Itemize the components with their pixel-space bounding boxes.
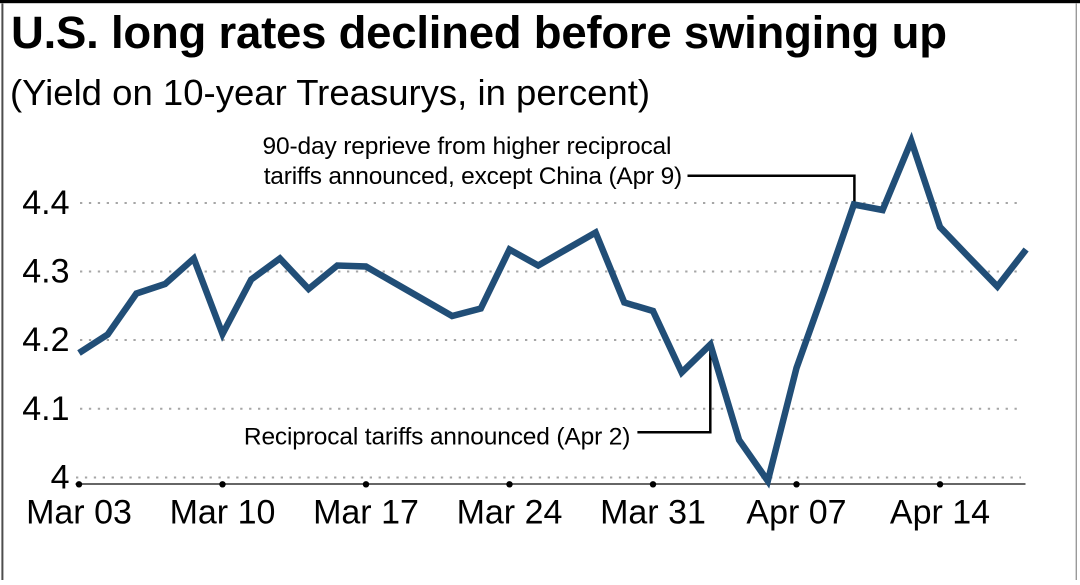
svg-text:Apr 07: Apr 07 <box>746 494 846 532</box>
svg-text:4: 4 <box>51 459 70 497</box>
svg-text:4.1: 4.1 <box>22 390 69 428</box>
svg-text:Apr 14: Apr 14 <box>890 494 990 532</box>
svg-text:4.3: 4.3 <box>22 253 69 291</box>
svg-text:tariffs announced, except Chin: tariffs announced, except China (Apr 9) <box>264 163 683 190</box>
svg-text:Mar 24: Mar 24 <box>457 494 563 532</box>
svg-text:(Yield on 10-year Treasurys, i: (Yield on 10-year Treasurys, in percent) <box>10 72 650 113</box>
svg-text:Mar 17: Mar 17 <box>313 494 419 532</box>
svg-text:Mar 03: Mar 03 <box>26 494 132 532</box>
svg-text:Mar 10: Mar 10 <box>170 494 276 532</box>
svg-text:4.4: 4.4 <box>22 184 69 222</box>
svg-text:90-day reprieve from higher re: 90-day reprieve from higher reciprocal <box>263 133 672 160</box>
svg-text:U.S. long rates declined befor: U.S. long rates declined before swinging… <box>11 7 947 58</box>
svg-text:4.2: 4.2 <box>22 321 69 359</box>
svg-text:Mar 31: Mar 31 <box>600 494 706 532</box>
svg-text:Reciprocal tariffs announced (: Reciprocal tariffs announced (Apr 2) <box>244 424 631 451</box>
